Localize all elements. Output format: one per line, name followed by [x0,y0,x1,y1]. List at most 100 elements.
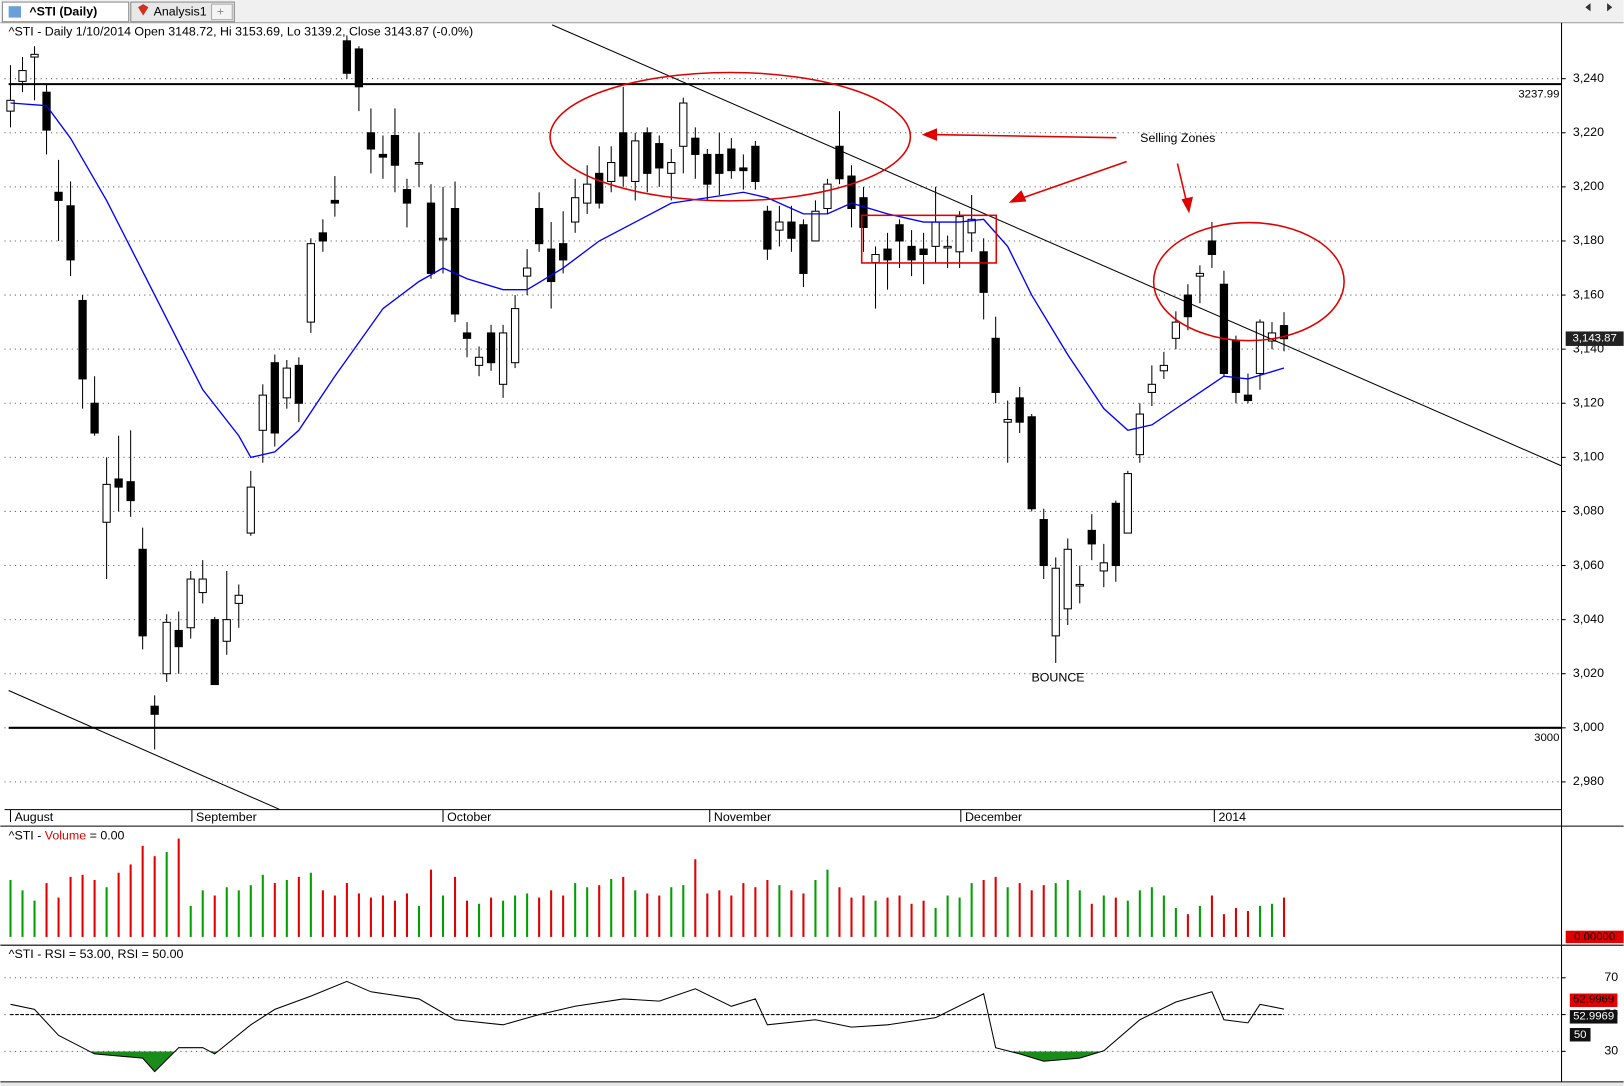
volume-bar [694,859,697,937]
candle-body [1147,383,1156,393]
candle-body [1003,418,1012,423]
candle-body [967,218,976,234]
candle-body [727,148,736,172]
candle-body [1231,340,1241,393]
volume-bar [333,895,336,937]
volume-bar [1282,897,1286,937]
candle-body [1171,321,1181,339]
volume-bar [1126,900,1129,937]
candle-body [510,308,520,364]
candle-body [979,251,988,293]
candle-body [655,143,664,169]
candle-body [835,145,844,180]
candle-body [486,332,496,364]
candle-body [522,267,532,277]
candle-body [775,221,784,231]
candle-body [667,162,676,174]
candle-body [1219,283,1229,375]
candle-body [643,132,652,174]
volume-bar [201,890,204,937]
volume-bar [514,895,517,937]
volume-bar [730,895,733,937]
volume-bar [297,876,300,937]
volume-bar [718,890,721,937]
candle-body [186,578,195,629]
volume-bar [249,885,252,937]
pane-title: ^STI - Volume = 0.00 [9,829,125,843]
volume-bar [838,887,841,937]
volume-bar [922,900,925,937]
volume-bar [754,887,757,937]
tab-label: ^STI (Daily) [29,5,97,19]
oversold-fill [10,1051,1285,1072]
volume-bar [165,852,168,937]
volume-bar [345,883,348,937]
candle-body [1027,416,1036,510]
candle-body [883,248,892,261]
tab-icon [138,4,149,16]
volume-bar [598,885,601,937]
pane-title-part: = 0.00 [86,829,124,843]
volume-bar [273,883,276,937]
candle-body [1075,583,1084,587]
candle-body [546,248,556,283]
candle-body [907,245,916,261]
volume-bar [417,905,421,937]
volume-bar [309,872,312,937]
new-tab-button[interactable] [211,3,233,21]
pane-title: ^STI - RSI = 53.00, RSI = 50.00 [9,947,184,961]
volume-bar [1162,895,1165,937]
candle-body [258,394,267,431]
volume-bar [898,895,901,937]
chart-title: ^STI - Daily 1/10/2014 Open 3148.72, Hi … [9,24,473,38]
volume-bar [874,900,877,937]
candle-body [1255,321,1265,375]
volume-bar [706,893,709,937]
volume-bar [886,897,889,937]
scrollbar[interactable] [0,1082,1624,1086]
candle-body [330,199,340,204]
x-tick-label: August [15,810,54,824]
candle-body [498,332,508,385]
volume-bar [189,905,192,937]
volume-bar [826,869,829,937]
volume-label-box [1565,930,1624,944]
y-tick-label: 3,040 [1573,612,1604,626]
volume-bar [81,874,84,937]
volume-bar [45,883,48,937]
candle-body [1087,529,1096,545]
volume-bar [550,890,553,937]
volume-bar [405,893,409,937]
volume-bar [742,883,745,937]
candle-body [991,337,1000,393]
candle-body [6,99,15,112]
candle-body [583,183,592,204]
candle-body [943,245,952,249]
moving-average [10,102,1285,459]
volume-pane: 0.00000 [9,838,1624,944]
candle-body [787,221,796,239]
selling-zone-box [860,214,998,264]
volume-bar [646,893,649,937]
volume-bar [1042,885,1045,937]
candle-body [607,162,616,182]
volume-bar [1198,905,1201,937]
tab[interactable] [130,1,235,23]
volume-bar [574,883,577,937]
volume-label: 0.00000 [1574,931,1615,943]
candle-body [294,364,303,404]
tab[interactable] [1,1,130,23]
volume-bar [453,876,457,937]
volume-bar [766,879,769,937]
volume-bar [1018,883,1021,937]
volume-bar [958,897,961,937]
tab-label: Analysis1 [154,5,207,19]
candle-body [114,478,123,488]
volume-bar [1174,907,1177,937]
candle-body [955,216,964,253]
x-tick-label: October [447,810,491,824]
rsi-label-box [1569,993,1618,1007]
price-pane: 2,980 3,000 3,020 3,040 3,060 3,080 3,100 3,120… [4,35,1624,824]
